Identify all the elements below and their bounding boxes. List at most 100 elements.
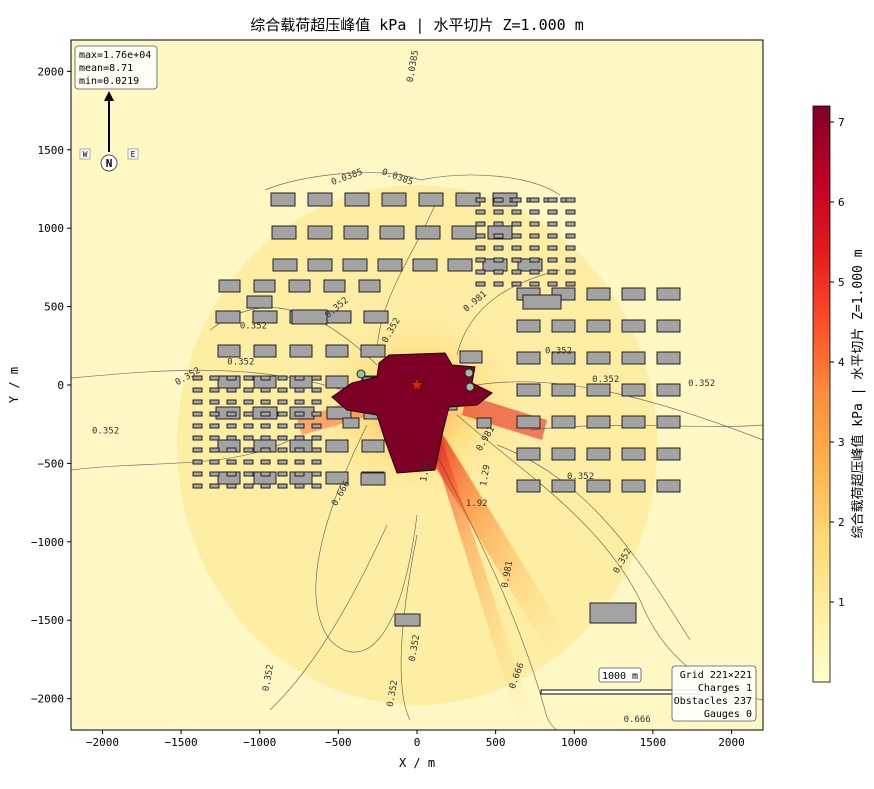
obstacle-building xyxy=(586,415,611,429)
obstacle-building xyxy=(272,258,298,272)
obstacle-building xyxy=(209,399,220,405)
obstacle-building xyxy=(294,411,305,417)
obstacle-building xyxy=(311,447,322,453)
x-tick-label: 0 xyxy=(414,736,421,749)
obstacle-building xyxy=(343,225,369,240)
obstacle-building xyxy=(243,447,254,453)
obstacle-building xyxy=(459,350,483,364)
obstacle-building xyxy=(294,459,305,465)
charge-core xyxy=(331,352,493,474)
contour-line xyxy=(496,444,691,641)
obstacle-building xyxy=(311,399,322,405)
obstacle-building xyxy=(621,479,646,493)
obstacle-building xyxy=(547,209,558,215)
x-tick-label: 2000 xyxy=(718,736,745,749)
obstacle-building xyxy=(243,399,254,405)
obstacle-building xyxy=(209,471,220,477)
obstacle-building xyxy=(511,269,522,275)
obstacle-building xyxy=(551,351,576,365)
obstacle-building xyxy=(243,459,254,465)
x-tick-label: 1500 xyxy=(640,736,667,749)
obstacle-building xyxy=(516,447,541,461)
obstacle-building xyxy=(326,406,352,420)
obstacle-building xyxy=(277,435,288,441)
obstacle-building xyxy=(260,423,271,429)
obstacle-building xyxy=(209,483,220,489)
obstacle-building xyxy=(415,225,441,240)
obstacle-building xyxy=(529,233,540,239)
obstacle-building xyxy=(192,423,203,429)
obstacle-building xyxy=(226,447,237,453)
stats-box: max=1.76e+04 mean=8.71 min=0.0219 xyxy=(74,45,158,90)
obstacle-building xyxy=(476,417,492,429)
obstacle-building xyxy=(358,279,381,293)
obstacle-building xyxy=(529,209,540,215)
obstacle-building xyxy=(192,411,203,417)
north-label: N xyxy=(106,157,113,170)
obstacle-building xyxy=(209,435,220,441)
obstacle-building xyxy=(260,459,271,465)
obstacle-building xyxy=(342,258,368,272)
obstacle-building xyxy=(547,245,558,251)
obstacle-building xyxy=(621,319,646,333)
obstacle-building xyxy=(586,319,611,333)
obstacle-building xyxy=(342,417,360,429)
obstacle-building xyxy=(360,472,386,486)
colorbar-ticks: 1 2 3 4 5 6 7 xyxy=(830,116,845,609)
obstacle-building xyxy=(547,197,558,203)
obstacle-building xyxy=(493,233,504,239)
obstacle-building xyxy=(621,351,646,365)
obstacle-building xyxy=(252,310,278,324)
obstacle-building xyxy=(209,447,220,453)
contour-line xyxy=(436,454,650,730)
obstacle-building xyxy=(226,375,237,381)
obstacle-building xyxy=(260,399,271,405)
obstacle-building xyxy=(511,245,522,251)
obstacle-building xyxy=(243,411,254,417)
obstacle-building xyxy=(294,387,305,393)
contour-label: 1.29 xyxy=(419,459,433,482)
obstacle-building xyxy=(565,269,576,275)
obstacle-building xyxy=(516,383,541,397)
obstacle-building xyxy=(511,197,522,203)
obstacle-building xyxy=(529,221,540,227)
obstacle-building xyxy=(215,310,241,324)
obstacle-building xyxy=(209,411,220,417)
obstacle-building xyxy=(656,351,681,365)
obstacle-building xyxy=(565,233,576,239)
y-tick-label: 2000 xyxy=(38,65,65,78)
obstacle-building xyxy=(226,459,237,465)
obstacle-building xyxy=(551,319,576,333)
info-obstacles: Obstacles 237 xyxy=(674,696,752,707)
obstacle-building xyxy=(277,387,288,393)
obstacle-building xyxy=(260,387,271,393)
obstacle-building xyxy=(260,483,271,489)
vent-marker xyxy=(465,382,475,392)
obstacle-building xyxy=(192,459,203,465)
obstacle-building xyxy=(294,423,305,429)
contour-label: 0.352 xyxy=(688,379,715,389)
obstacle-building xyxy=(209,459,220,465)
obstacle-building xyxy=(511,281,522,287)
obstacle-building xyxy=(621,415,646,429)
north-arrow: N W E xyxy=(79,91,139,172)
y-tick-label: 0 xyxy=(57,379,64,392)
obstacle-building xyxy=(451,225,477,240)
north-arrow-icon xyxy=(104,91,114,101)
obstacle-building xyxy=(277,483,288,489)
stats-line-mean: mean=8.71 xyxy=(79,63,133,74)
obstacle-building xyxy=(209,387,220,393)
info-box: Grid 221×221 Charges 1 Obstacles 237 Gau… xyxy=(671,665,757,722)
contour-label: 0.352 xyxy=(592,375,619,385)
stats-line-min: min=0.0219 xyxy=(79,76,139,87)
obstacle-building xyxy=(656,383,681,397)
obstacle-building xyxy=(311,387,322,393)
obstacle-building xyxy=(360,344,386,358)
obstacle-building xyxy=(565,245,576,251)
contour-line xyxy=(376,199,561,356)
obstacle-building xyxy=(311,483,322,489)
y-tick-label: 1000 xyxy=(38,222,65,235)
obstacle-building xyxy=(307,258,333,272)
obstacle-building xyxy=(447,258,473,272)
obstacle-building xyxy=(192,387,203,393)
